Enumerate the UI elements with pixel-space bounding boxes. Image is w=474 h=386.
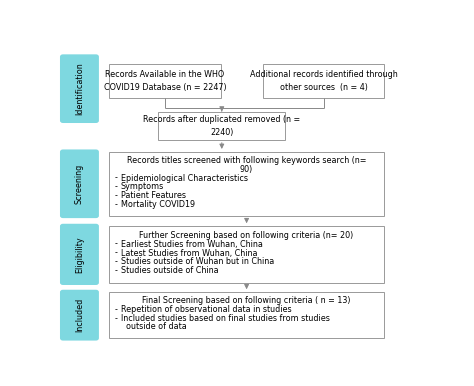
FancyBboxPatch shape: [109, 64, 221, 98]
Text: Mortality COVID19: Mortality COVID19: [121, 200, 195, 209]
Text: Identification: Identification: [75, 62, 84, 115]
Text: -: -: [114, 191, 117, 200]
Text: Records titles screened with following keywords search (n=: Records titles screened with following k…: [127, 156, 366, 165]
Text: Earliest Studies from Wuhan, China: Earliest Studies from Wuhan, China: [121, 240, 263, 249]
Text: Studies outside of China: Studies outside of China: [121, 266, 219, 276]
Text: Records after duplicated removed (n =
2240): Records after duplicated removed (n = 22…: [143, 115, 301, 137]
Text: -: -: [114, 249, 117, 257]
FancyBboxPatch shape: [109, 152, 384, 216]
Text: Additional records identified through
other sources  (n = 4): Additional records identified through ot…: [250, 71, 398, 92]
FancyBboxPatch shape: [60, 290, 99, 340]
Text: Included: Included: [75, 298, 84, 332]
Text: Repetition of observational data in studies: Repetition of observational data in stud…: [121, 305, 292, 314]
Text: Epidemiological Characteristics: Epidemiological Characteristics: [121, 174, 248, 183]
FancyBboxPatch shape: [60, 54, 99, 123]
Text: -: -: [114, 314, 117, 323]
FancyBboxPatch shape: [263, 64, 384, 98]
Text: Symptoms: Symptoms: [121, 182, 164, 191]
Text: -: -: [114, 266, 117, 276]
Text: -: -: [114, 182, 117, 191]
Text: -: -: [114, 257, 117, 266]
Text: -: -: [114, 174, 117, 183]
FancyBboxPatch shape: [60, 224, 99, 285]
Text: Final Screening based on following criteria ( n = 13): Final Screening based on following crite…: [142, 296, 351, 305]
FancyBboxPatch shape: [60, 149, 99, 218]
FancyBboxPatch shape: [109, 226, 384, 283]
Text: -: -: [114, 305, 117, 314]
Text: Further Screening based on following criteria (n= 20): Further Screening based on following cri…: [139, 230, 354, 240]
Text: Screening: Screening: [75, 164, 84, 204]
Text: -: -: [114, 200, 117, 209]
FancyBboxPatch shape: [158, 112, 285, 140]
Text: -: -: [114, 240, 117, 249]
Text: Latest Studies from Wuhan, China: Latest Studies from Wuhan, China: [121, 249, 257, 257]
Text: Records Available in the WHO
COVID19 Database (n = 2247): Records Available in the WHO COVID19 Dat…: [103, 71, 226, 92]
Text: Studies outside of Wuhan but in China: Studies outside of Wuhan but in China: [121, 257, 274, 266]
Text: Included studies based on final studies from studies: Included studies based on final studies …: [121, 314, 330, 323]
Text: outside of data: outside of data: [121, 322, 187, 331]
Text: Eligibility: Eligibility: [75, 236, 84, 273]
FancyBboxPatch shape: [109, 292, 384, 338]
Text: Patient Features: Patient Features: [121, 191, 186, 200]
Text: 90): 90): [240, 165, 253, 174]
